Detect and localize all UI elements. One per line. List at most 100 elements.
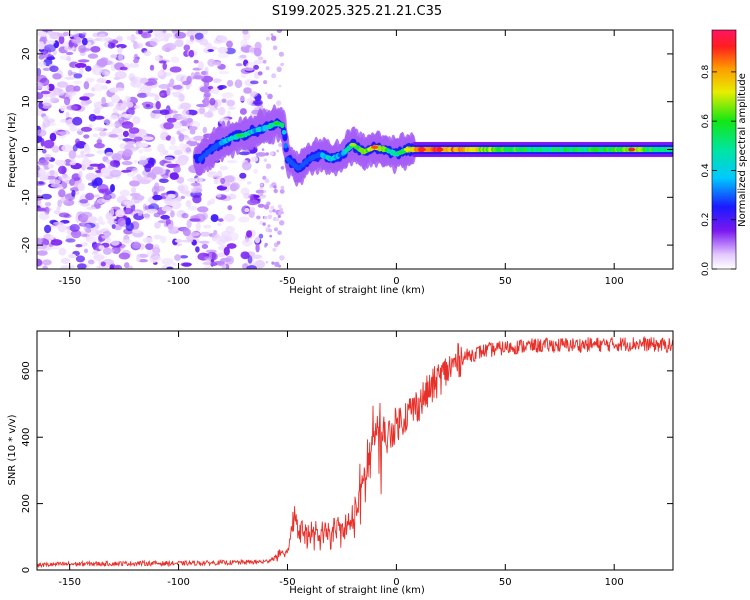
- spectrogram-noise-blob: [93, 107, 101, 115]
- spectrogram-noise-blob: [60, 265, 72, 269]
- spectrogram-noise-blob: [86, 233, 94, 239]
- spectrogram-noise-blob: [280, 185, 285, 190]
- snr-x-axis: -150 -100 -50 0 50 100: [58, 331, 624, 588]
- spectrogram-noise-blob: [226, 160, 238, 164]
- spectrogram-noise-blob: [253, 168, 258, 174]
- spectrogram-noise-blob: [246, 265, 257, 269]
- spectrogram-noise-blob: [278, 84, 282, 88]
- spectrogram-signal-hotspot: [371, 145, 379, 149]
- spectrogram-noise-blob: [129, 180, 140, 187]
- spectrogram-noise-blob: [195, 246, 200, 253]
- spectrogram-noise-blob: [153, 248, 159, 258]
- spectrogram-noise-blob: [92, 133, 99, 138]
- spectrogram-noise-blob: [134, 105, 140, 109]
- spectrogram-noise-blob: [111, 153, 123, 162]
- spectrogram-noise-blob: [96, 58, 108, 67]
- spectrogram-noise-blob: [176, 130, 181, 135]
- spectrogram-noise-blob: [202, 261, 213, 265]
- spectrogram-noise-blob: [276, 66, 282, 72]
- spectrogram-noise-blob: [65, 84, 77, 94]
- spectrogram-noise-blob: [117, 133, 124, 141]
- spectrogram-noise-blob: [162, 149, 169, 155]
- spectrogram-noise-blob: [80, 150, 85, 156]
- spectrogram-noise-blob: [105, 80, 111, 84]
- spectrogram-noise-blob: [239, 108, 247, 115]
- spectrogram-noise-blob: [262, 175, 267, 180]
- spectrogram-noise-blob: [170, 210, 175, 218]
- spectrogram-noise-blob: [149, 64, 155, 71]
- spectrogram-noise-blob: [139, 143, 149, 148]
- spectrogram-noise-blob: [68, 150, 77, 159]
- spectrogram-noise-blob: [225, 255, 234, 265]
- spectrogram-noise-blob: [126, 171, 135, 177]
- spectrogram-noise-blob: [37, 108, 43, 116]
- spectrogram-noise-blob: [47, 83, 55, 92]
- spectrogram-noise-blob: [95, 173, 101, 179]
- spectrogram-noise-blob: [48, 179, 61, 185]
- spectrogram-noise-blob: [69, 178, 75, 186]
- spectrogram-noise-blob: [186, 178, 198, 182]
- spectrogram-noise-blob: [250, 195, 255, 200]
- spectrogram-noise-blob: [207, 85, 214, 90]
- spectrogram-signal-hotspot: [403, 147, 411, 152]
- spectrogram-noise-blob: [49, 132, 57, 142]
- spectrogram-noise-blob: [58, 88, 63, 93]
- spectrogram-noise-blob: [75, 255, 85, 263]
- spectrogram-noise-blob: [224, 213, 236, 222]
- spectrogram-noise-blob: [46, 56, 56, 61]
- spectrogram-noise-blob: [103, 194, 112, 201]
- spectrogram-noise-blob: [96, 139, 103, 145]
- spectrogram-noise-blob: [240, 39, 248, 47]
- spectrogram-noise-blob: [158, 60, 167, 64]
- spectrogram-noise-blob: [278, 264, 281, 268]
- spectrogram-noise-blob: [37, 129, 47, 137]
- spectrogram-noise-blob: [213, 229, 218, 235]
- spectrogram-noise-blob: [109, 264, 115, 269]
- spectrogram-noise-blob: [126, 35, 138, 41]
- spectrogram-noise-blob: [134, 195, 145, 201]
- spectrogram-noise-blob: [170, 136, 176, 145]
- spectrogram-noise-blob: [142, 169, 154, 177]
- spectrogram-noise-blob: [81, 32, 87, 36]
- spectrogram-noise-blob: [244, 67, 254, 71]
- snr-x-tick-label: -100: [167, 577, 190, 588]
- spectrogram-noise-blob: [219, 165, 228, 171]
- spectrogram-noise-blob: [108, 248, 115, 253]
- spectrogram-noise-blob: [157, 70, 164, 76]
- snr-x-tick-label: -150: [58, 577, 81, 588]
- snr-x-tick-label: 100: [605, 577, 624, 588]
- spectrogram-noise-blob: [158, 84, 170, 89]
- spectrogram-noise-blob: [170, 200, 182, 210]
- spectrogram-noise-blob: [161, 205, 173, 212]
- spectrogram-noise-blob: [101, 71, 111, 76]
- spectrogram-noise-blob: [276, 30, 283, 34]
- spectrogram-noise-blob: [125, 101, 134, 108]
- spectrogram-noise-blob: [234, 79, 243, 89]
- spectrogram-noise-blob: [195, 176, 203, 183]
- spectrogram-noise-blob: [42, 265, 48, 269]
- spectrogram-noise-blob: [97, 33, 106, 42]
- spectrogram-noise-blob: [37, 258, 43, 267]
- spectrogram-noise-blob: [43, 174, 49, 181]
- spectrogram-noise-blob: [43, 99, 53, 106]
- colorbar-ticks: 0.0 0.2 0.4 0.6 0.8: [701, 64, 736, 276]
- spectrogram-noise-blob: [65, 238, 76, 243]
- spectrogram-noise-blob: [141, 32, 152, 39]
- spectrogram-noise-blob: [111, 224, 116, 229]
- spectrogram-noise-blob: [279, 255, 285, 261]
- spectrogram-noise-blob: [264, 242, 268, 247]
- spectrogram-noise-blob: [263, 80, 268, 85]
- spectrogram-noise-blob: [80, 211, 93, 219]
- spectrogram-noise-blob: [139, 155, 147, 161]
- spectrogram-noise-blob: [249, 91, 258, 97]
- spectrogram-noise-blob: [79, 67, 84, 75]
- spectrogram-noise-blob: [110, 115, 118, 120]
- spectrogram-noise-blob: [249, 207, 256, 212]
- spectrogram-noise-blob: [270, 205, 275, 210]
- spectrogram-noise-blob: [122, 130, 129, 138]
- spectrogram-noise-blob: [112, 107, 119, 114]
- snr-y-tick-label: 0: [21, 567, 32, 573]
- spectrogram-noise-blob: [109, 207, 115, 217]
